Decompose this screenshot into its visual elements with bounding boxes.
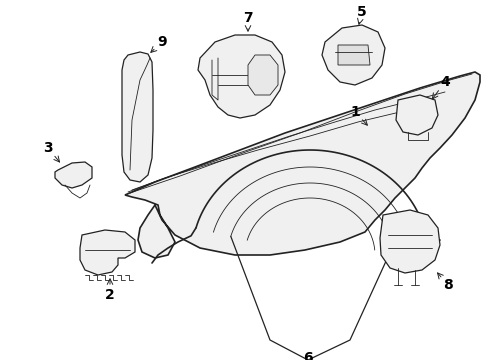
Text: 1: 1: [350, 105, 360, 119]
Text: 9: 9: [157, 35, 167, 49]
Text: 4: 4: [440, 75, 450, 89]
Text: 6: 6: [303, 351, 313, 360]
Polygon shape: [248, 55, 278, 95]
Polygon shape: [55, 162, 92, 188]
Polygon shape: [125, 72, 480, 258]
Text: 2: 2: [105, 288, 115, 302]
Polygon shape: [338, 45, 370, 65]
Circle shape: [414, 112, 420, 118]
Text: 5: 5: [357, 5, 367, 19]
Text: 8: 8: [443, 278, 453, 292]
Polygon shape: [396, 95, 438, 135]
Polygon shape: [380, 210, 440, 273]
Polygon shape: [122, 52, 153, 182]
Polygon shape: [322, 25, 385, 85]
Text: 3: 3: [43, 141, 53, 155]
Polygon shape: [80, 230, 135, 275]
Polygon shape: [198, 35, 285, 118]
Text: 7: 7: [243, 11, 253, 25]
